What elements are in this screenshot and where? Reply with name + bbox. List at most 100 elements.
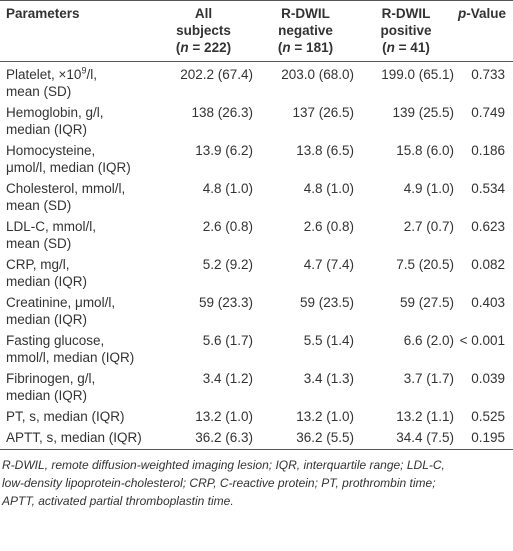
footnote-line: APTT, activated partial thromboplastin t… — [2, 494, 234, 508]
parameter-line: Fibrinogen, g/l, — [6, 371, 96, 386]
header-count-part: n — [180, 40, 189, 55]
data-table: Parameters All subjects ( n = 222) R-DWIL nega… — [0, 0, 513, 450]
parameter-cell: Fasting glucose, mmol/l, median (IQR) — [0, 330, 152, 368]
value-cell: 138 (26.3) — [191, 105, 253, 120]
table-row: Hemoglobin, g/l, median (IQR) 138 (26.3) 13… — [0, 102, 513, 140]
header-line: subjects — [176, 23, 231, 38]
value-cell: 203.0 (68.0) — [281, 67, 354, 82]
parameter-cell: Homocysteine, μmol/l, median (IQR) — [0, 140, 152, 178]
header-row: Parameters All subjects ( n = 222) R-DWIL nega… — [0, 0, 513, 62]
value-cell: 3.4 (1.3) — [303, 371, 354, 386]
value-cell: 4.8 (1.0) — [202, 181, 253, 196]
parameter-cell: Creatinine, μmol/l, median (IQR) — [0, 292, 152, 330]
parameter-cell: LDL-C, mmol/l, mean (SD) — [0, 216, 152, 254]
value-cell: 199.0 (65.1) — [381, 67, 454, 82]
value-cell: 59 (27.5) — [399, 295, 454, 310]
value-cell: 59 (23.3) — [198, 295, 253, 310]
parameter-line: median (IQR) — [6, 388, 88, 403]
value-cell: 13.8 (6.5) — [296, 143, 354, 158]
value-cell: 2.6 (0.8) — [303, 219, 354, 234]
table-row: LDL-C, mmol/l, mean (SD) 2.6 (0.8) 2.6 (0.8… — [0, 216, 513, 254]
p-value-cell: 0.186 — [471, 143, 505, 158]
parameter-line: mean (SD) — [6, 84, 72, 99]
value-cell: 59 (23.5) — [299, 295, 354, 310]
header-line: R-DWIL — [281, 6, 330, 21]
parameter-line: μmol/l, median (IQR) — [6, 160, 131, 175]
value-cell: 5.5 (1.4) — [303, 333, 354, 348]
table-row: Cholesterol, mmol/l, mean (SD) 4.8 (1.0) 4.… — [0, 178, 513, 216]
parameter-line: CRP, mg/l, — [6, 257, 70, 272]
value-cell: 202.2 (67.4) — [180, 67, 253, 82]
table-row: APTT, s, median (IQR) 36.2 (6.3) 36.2 (5.5… — [0, 427, 513, 450]
value-cell: 5.6 (1.7) — [202, 333, 253, 348]
value-cell: 137 (26.5) — [292, 105, 354, 120]
parameter-line: Creatinine, μmol/l, — [6, 295, 116, 310]
p-value-cell: < 0.001 — [459, 333, 505, 348]
header-line: All — [194, 6, 213, 21]
header-line: R-DWIL — [381, 6, 431, 21]
table-row: Platelet, ×109/l, mean (SD) 202.2 (67.4) 20… — [0, 62, 513, 103]
value-cell: 6.6 (2.0) — [403, 333, 454, 348]
p-value-cell: 0.403 — [471, 295, 505, 310]
parameter-line: Cholesterol, mmol/l, — [6, 181, 126, 196]
header-count: (n = 41) — [358, 39, 454, 56]
footnote: R-DWIL, remote diffusion-weighted imagin… — [0, 450, 513, 510]
header-text: Parameters — [6, 6, 80, 21]
p-value-cell: 0.525 — [471, 409, 505, 424]
header-line: positive — [380, 23, 432, 38]
header-count-part: = 222) — [188, 40, 232, 55]
table-row: CRP, mg/l, median (IQR) 5.2 (9.2) 4.7 (7.4)… — [0, 254, 513, 292]
parameter-part: 9 — [81, 65, 87, 76]
header-cell: All subjects (n = 222) — [152, 0, 255, 62]
parameter-cell: Cholesterol, mmol/l, mean (SD) — [0, 178, 152, 216]
value-cell: 4.8 (1.0) — [303, 181, 354, 196]
table-row: Homocysteine, μmol/l, median (IQR) 13.9 (6… — [0, 140, 513, 178]
parameter-line: median (IQR) — [6, 312, 88, 327]
parameter-cell: Platelet, ×109/l, mean (SD) — [0, 62, 152, 103]
p-value-cell: 0.534 — [471, 181, 505, 196]
parameter-cell: PT, s, median (IQR) — [0, 406, 152, 427]
p-value-cell: 0.733 — [471, 67, 505, 82]
table-row: Fibrinogen, g/l, median (IQR) 3.4 (1.2) 3.4… — [0, 368, 513, 406]
parameter-cell: APTT, s, median (IQR) — [0, 427, 152, 450]
parameter-cell: CRP, mg/l, median (IQR) — [0, 254, 152, 292]
table-row: Fasting glucose, mmol/l, median (IQR) 5.6 … — [0, 330, 513, 368]
header-line: negative — [278, 23, 333, 38]
parameter-cell: Fibrinogen, g/l, median (IQR) — [0, 368, 152, 406]
value-cell: 13.2 (1.0) — [195, 409, 253, 424]
footnote-line: low-density lipoprotein-cholesterol; CRP… — [2, 476, 436, 490]
header-count-part: n — [386, 40, 395, 55]
p-value-cell: 0.749 — [471, 105, 505, 120]
value-cell: 2.7 (0.7) — [403, 219, 454, 234]
value-cell: 7.5 (20.5) — [396, 257, 454, 272]
value-cell: 36.2 (6.3) — [195, 430, 253, 445]
header-cell: Parameters — [0, 0, 152, 62]
value-cell: 5.2 (9.2) — [202, 257, 253, 272]
header-count-part: = 41) — [394, 40, 430, 55]
parameter-part: Platelet, ×10 — [6, 67, 82, 82]
parameter-line: mean (SD) — [6, 198, 72, 213]
header-text: p — [458, 6, 467, 21]
header-cell: R-DWIL negative (n = 181) — [255, 0, 356, 62]
value-cell: 2.6 (0.8) — [202, 219, 253, 234]
table-row: Creatinine, μmol/l, median (IQR) 59 (23.3)… — [0, 292, 513, 330]
value-cell: 13.9 (6.2) — [195, 143, 253, 158]
parameter-line: Platelet, ×109/l, — [6, 66, 150, 83]
p-value-cell: 0.039 — [471, 371, 505, 386]
value-cell: 13.2 (1.0) — [296, 409, 354, 424]
header-count-part: ( — [277, 40, 283, 55]
value-cell: 36.2 (5.5) — [296, 430, 354, 445]
value-cell: 13.2 (1.1) — [396, 409, 454, 424]
parameter-line: LDL-C, mmol/l, — [6, 219, 97, 234]
parameter-part: /l, — [86, 67, 97, 82]
parameter-line: median (IQR) — [6, 274, 88, 289]
footnote-line: R-DWIL, remote diffusion-weighted imagin… — [2, 458, 445, 472]
header-count: (n = 181) — [257, 39, 354, 56]
p-value-cell: 0.082 — [471, 257, 505, 272]
table-row: PT, s, median (IQR) 13.2 (1.0) 13.2 (1.0) 1… — [0, 406, 513, 427]
p-value-cell: 0.195 — [471, 430, 505, 445]
table-header: Parameters All subjects ( n = 222) R-DWIL nega… — [0, 0, 513, 62]
header-cell: p-Value — [456, 0, 513, 62]
parameter-line: APTT, s, median (IQR) — [6, 430, 142, 445]
